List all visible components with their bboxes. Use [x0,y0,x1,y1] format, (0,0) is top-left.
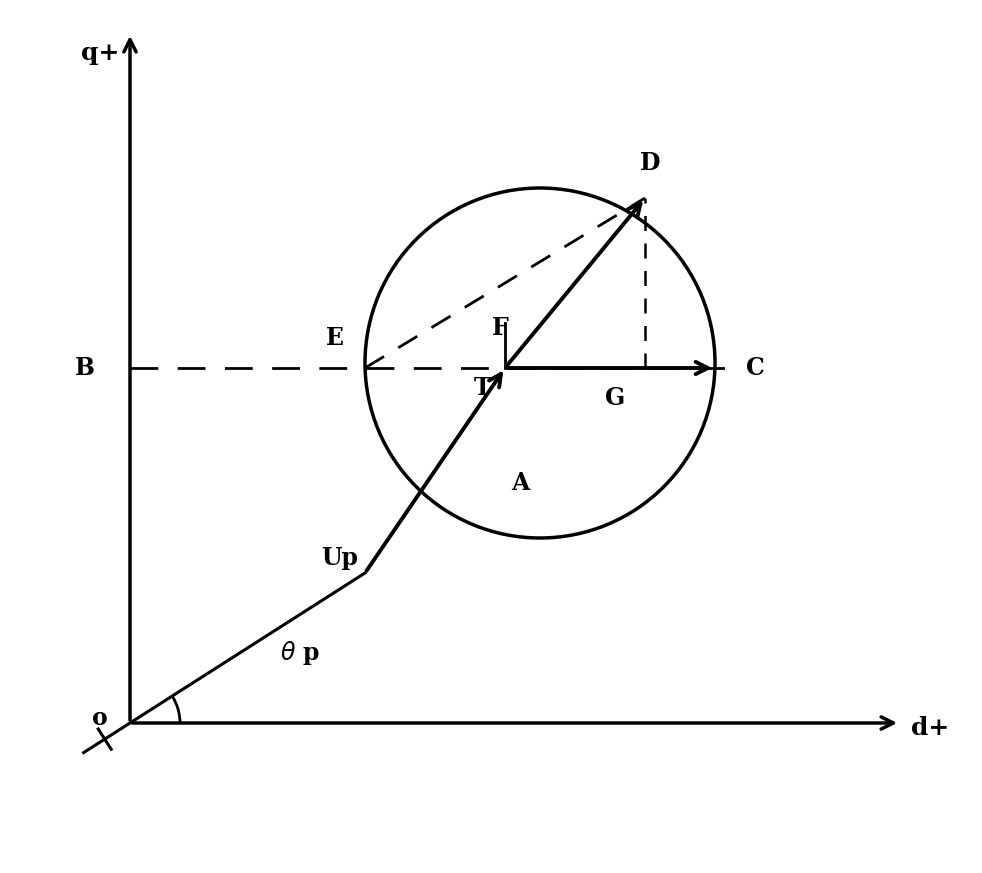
Text: q+: q+ [81,41,119,65]
Text: F: F [492,316,509,340]
Text: Up: Up [321,546,358,570]
Text: E: E [326,326,344,350]
Text: d+: d+ [911,716,950,740]
Text: $\theta$ p: $\theta$ p [280,639,320,667]
Text: T: T [473,376,491,400]
Text: B: B [75,356,95,380]
Text: C: C [745,356,764,380]
Text: A: A [511,471,529,495]
Text: D: D [639,151,660,175]
Text: o: o [92,706,108,730]
Text: G: G [605,386,626,410]
